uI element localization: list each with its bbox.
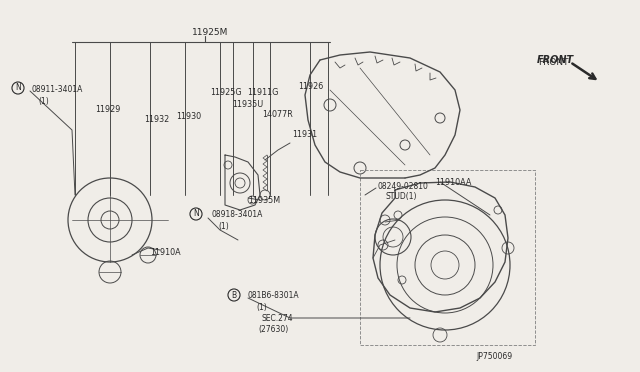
Text: 11925G: 11925G (210, 88, 242, 97)
Text: 081B6-8301A: 081B6-8301A (248, 291, 300, 300)
Text: FRONT: FRONT (538, 58, 568, 67)
Text: 11931: 11931 (292, 130, 317, 139)
Text: (1): (1) (38, 97, 49, 106)
Text: 11926: 11926 (298, 82, 323, 91)
Text: 11935U: 11935U (232, 100, 263, 109)
Bar (360, 170, 535, 345)
Text: 11929: 11929 (95, 105, 120, 114)
Text: 11930: 11930 (176, 112, 201, 121)
Text: 11925M: 11925M (192, 28, 228, 37)
Text: 11911G: 11911G (247, 88, 278, 97)
Text: (27630): (27630) (258, 325, 288, 334)
Text: 11935M: 11935M (248, 196, 280, 205)
Text: SEC.274: SEC.274 (262, 314, 294, 323)
Text: 08911-3401A: 08911-3401A (32, 85, 83, 94)
Text: 11910AA: 11910AA (435, 178, 472, 187)
Text: FRONT: FRONT (537, 55, 574, 65)
Text: 11932: 11932 (144, 115, 169, 124)
Text: 14077R: 14077R (262, 110, 292, 119)
Text: 08249-02810: 08249-02810 (378, 182, 429, 191)
Text: N: N (15, 83, 21, 93)
Text: N: N (193, 209, 199, 218)
Text: (1): (1) (256, 303, 267, 312)
Text: STUD(1): STUD(1) (386, 192, 417, 201)
Text: 11910A: 11910A (150, 248, 180, 257)
Text: B: B (232, 291, 237, 299)
Text: (1): (1) (218, 222, 228, 231)
Text: 08918-3401A: 08918-3401A (212, 210, 264, 219)
Text: JP750069: JP750069 (476, 352, 512, 361)
